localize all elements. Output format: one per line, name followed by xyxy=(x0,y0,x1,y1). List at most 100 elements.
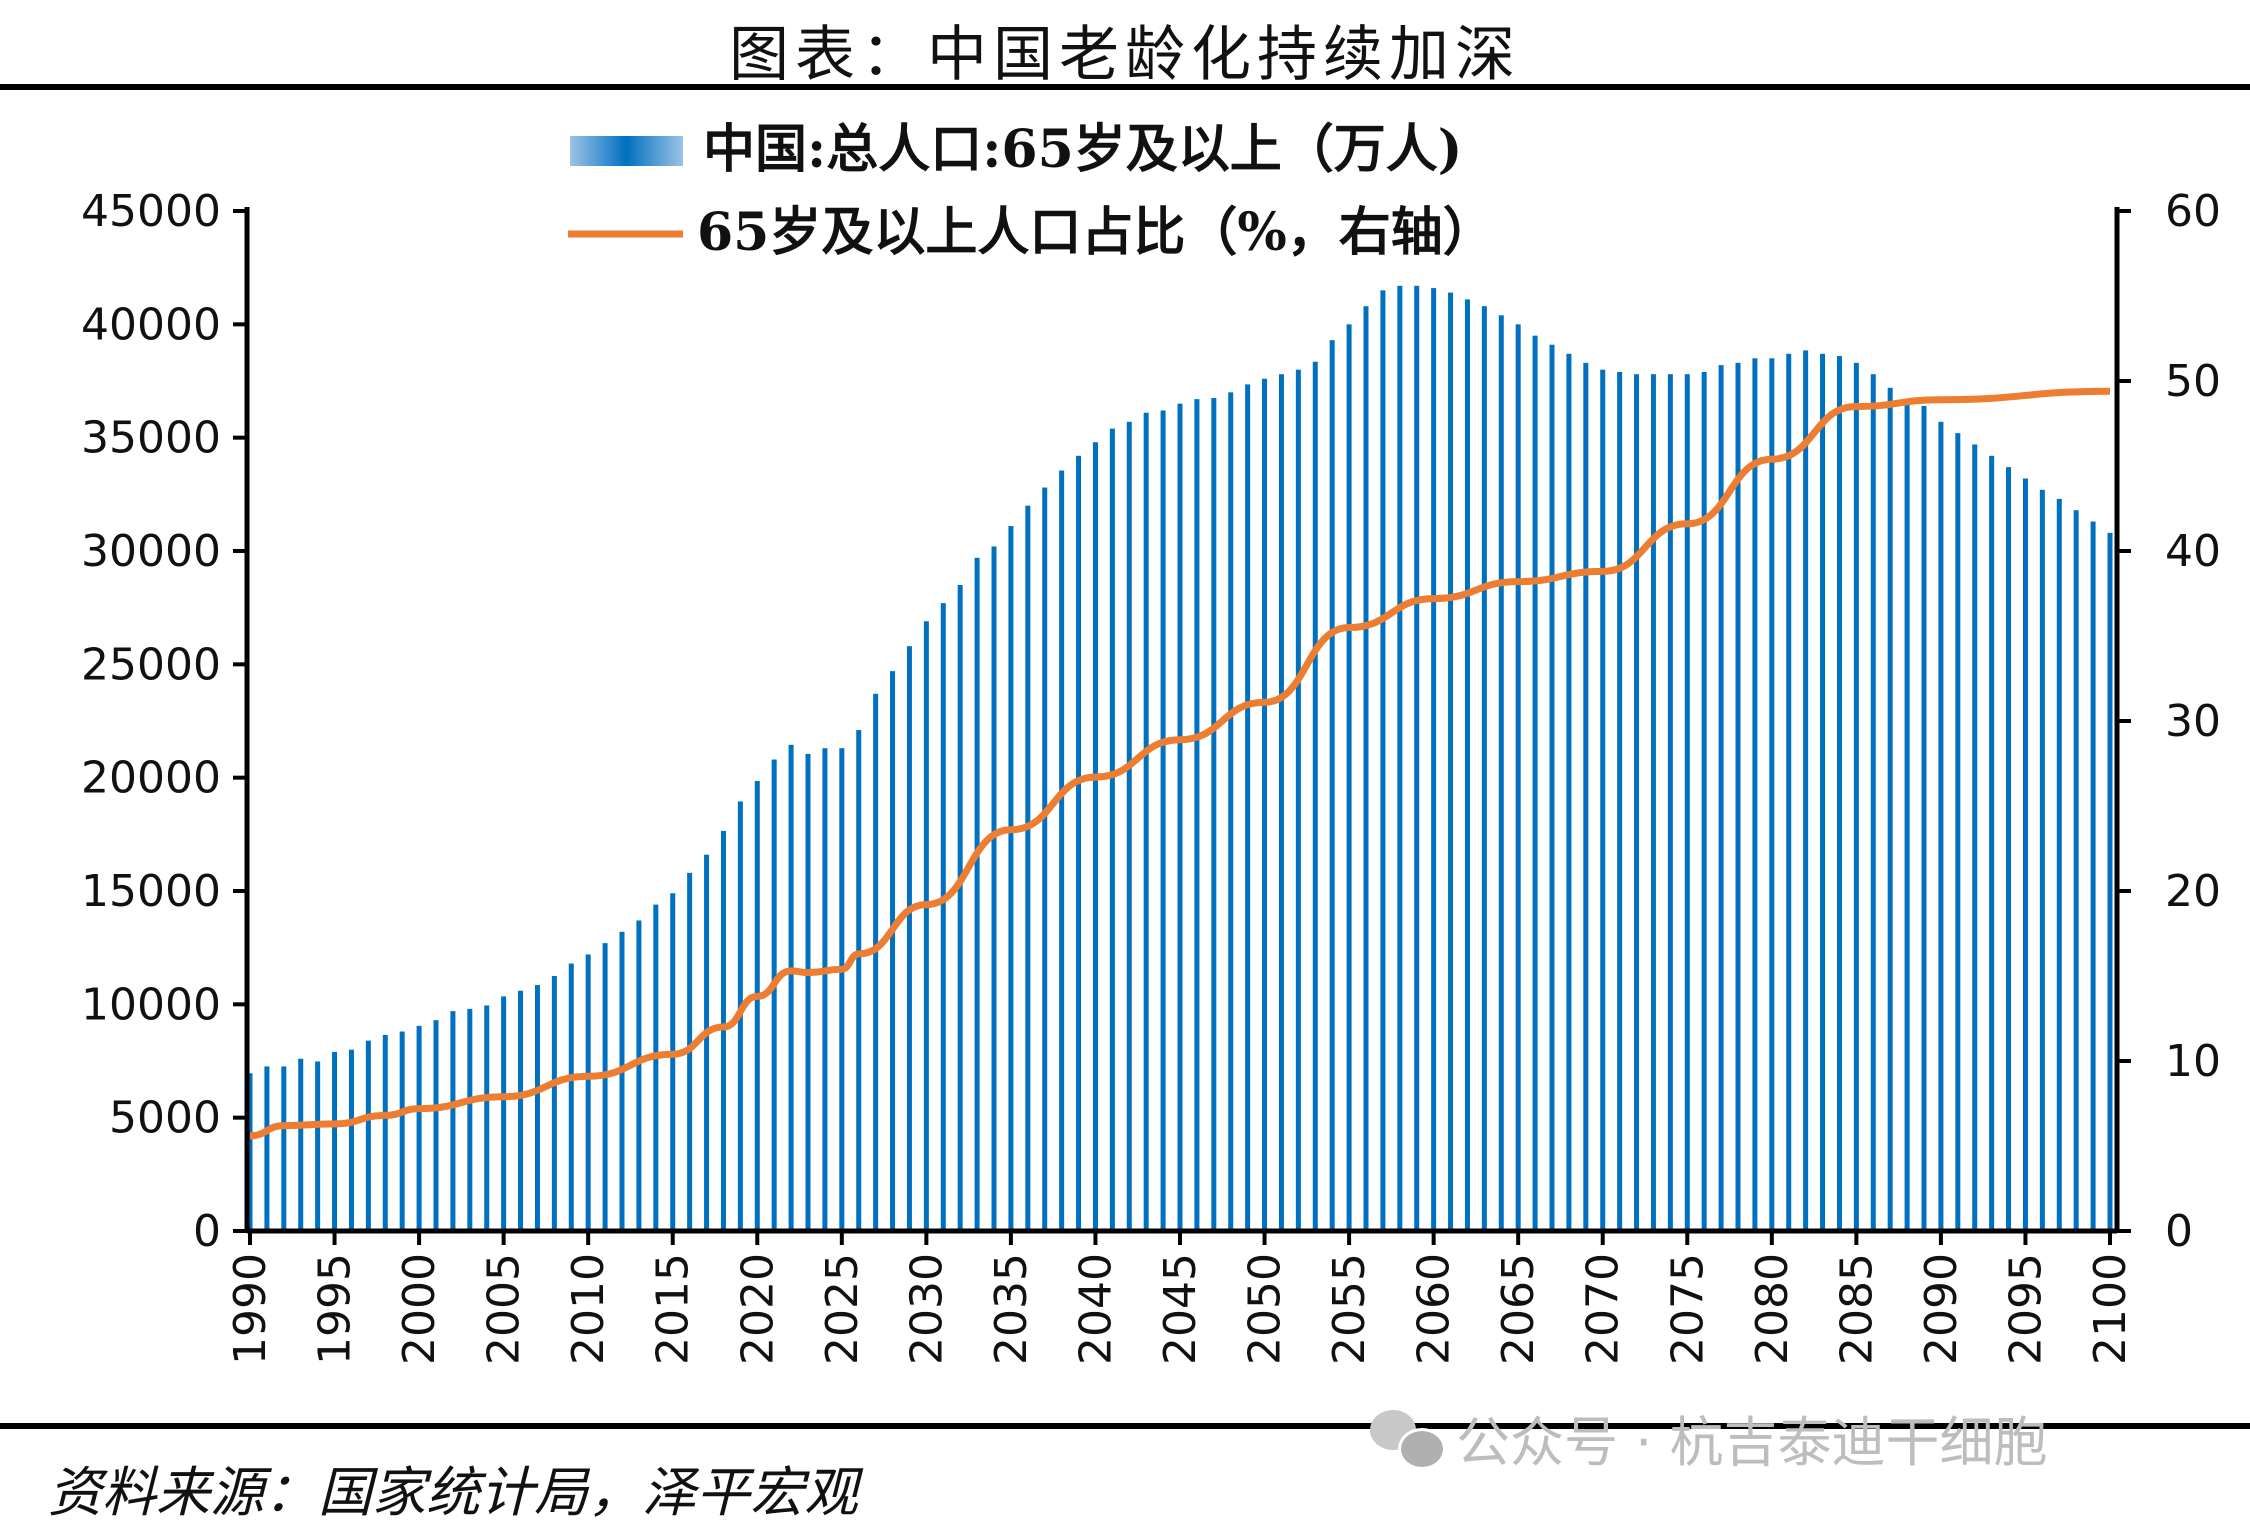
bar-2024 xyxy=(822,748,828,1231)
bar-2082 xyxy=(1803,350,1809,1231)
bar-2041 xyxy=(1109,428,1115,1232)
bar-2029 xyxy=(906,646,912,1231)
x-tick-label: 2030 xyxy=(901,1253,952,1365)
bar-2004 xyxy=(484,1005,490,1231)
bar-2067 xyxy=(1549,344,1555,1231)
bar-1992 xyxy=(281,1066,287,1231)
bar-2013 xyxy=(636,920,642,1231)
bar-2064 xyxy=(1498,315,1504,1231)
bar-2046 xyxy=(1194,399,1200,1232)
x-tick-label: 2025 xyxy=(817,1253,868,1365)
left-tick-label: 0 xyxy=(193,1206,221,1257)
bar-2079 xyxy=(1752,358,1758,1231)
bar-2007 xyxy=(534,985,540,1231)
bar-2054 xyxy=(1329,340,1335,1231)
bottom-rule xyxy=(0,1423,2250,1429)
x-tick-label: 2015 xyxy=(648,1253,699,1365)
bar-1998 xyxy=(382,1034,388,1231)
bar-2084 xyxy=(1836,356,1842,1232)
x-tick-label: 1990 xyxy=(225,1253,276,1365)
x-tick-label: 2020 xyxy=(732,1253,783,1365)
bar-2036 xyxy=(1025,505,1031,1232)
bar-2094 xyxy=(2006,467,2012,1232)
x-tick-label: 2040 xyxy=(1070,1253,1121,1365)
bar-2047 xyxy=(1211,398,1217,1231)
bar-2008 xyxy=(551,976,557,1231)
bar-2063 xyxy=(1481,306,1487,1231)
bar-2021 xyxy=(771,759,777,1231)
bar-2090 xyxy=(1938,421,1944,1231)
chart-title: 图表：中国老龄化持续加深 xyxy=(729,20,1521,90)
bar-2000 xyxy=(416,1025,422,1231)
left-tick-label: 10000 xyxy=(81,979,221,1030)
right-tick-label: 60 xyxy=(2165,186,2221,237)
legend-bar-swatch xyxy=(570,136,683,166)
bar-1995 xyxy=(332,1051,338,1231)
bar-1994 xyxy=(315,1061,321,1231)
bar-series xyxy=(247,285,2113,1232)
bar-2028 xyxy=(890,671,896,1231)
bar-2031 xyxy=(940,603,946,1231)
bar-2005 xyxy=(501,996,507,1231)
bar-2062 xyxy=(1464,299,1470,1231)
bar-2011 xyxy=(602,943,608,1231)
bar-2003 xyxy=(467,1008,473,1231)
bar-2080 xyxy=(1769,358,1775,1231)
bar-2070 xyxy=(1600,369,1606,1232)
x-tick-label: 2095 xyxy=(2000,1253,2051,1365)
bar-2071 xyxy=(1617,371,1623,1231)
x-tick-label: 2000 xyxy=(394,1253,445,1365)
bar-2044 xyxy=(1160,410,1166,1231)
x-tick-label: 2045 xyxy=(1155,1253,1206,1365)
x-tick-label: 2065 xyxy=(1493,1253,1544,1365)
bar-2058 xyxy=(1397,285,1403,1231)
wechat-icon xyxy=(1370,1409,1446,1470)
bar-2068 xyxy=(1566,353,1572,1231)
bar-2072 xyxy=(1634,374,1640,1231)
bar-1993 xyxy=(298,1058,304,1231)
bar-2052 xyxy=(1295,369,1301,1232)
bar-2098 xyxy=(2073,510,2079,1231)
bar-2069 xyxy=(1583,362,1589,1231)
left-tick-label: 25000 xyxy=(81,639,221,690)
left-tick-label: 35000 xyxy=(81,413,221,464)
bar-2010 xyxy=(585,954,591,1231)
bar-2100 xyxy=(2107,532,2113,1231)
bar-2083 xyxy=(1820,353,1826,1231)
x-tick-label: 2005 xyxy=(479,1253,530,1365)
bar-2059 xyxy=(1414,285,1420,1231)
right-tick-label: 20 xyxy=(2165,866,2221,917)
bar-2078 xyxy=(1735,362,1741,1231)
watermark-text: 公众号 · 杭吉泰迪干细胞 xyxy=(1456,1411,2048,1474)
bar-2089 xyxy=(1921,405,1927,1231)
bar-2009 xyxy=(568,963,574,1231)
bar-2088 xyxy=(1904,399,1910,1232)
bar-2042 xyxy=(1126,421,1132,1231)
bar-2049 xyxy=(1245,384,1251,1231)
bar-2023 xyxy=(805,753,811,1231)
bar-2025 xyxy=(839,748,845,1231)
bar-2060 xyxy=(1431,288,1437,1232)
legend-bar-label: 中国:总人口:65岁及以上（万人) xyxy=(703,119,1462,180)
bar-2017 xyxy=(704,854,710,1231)
bar-2026 xyxy=(856,730,862,1231)
bar-2061 xyxy=(1448,292,1454,1232)
bar-2085 xyxy=(1853,362,1859,1231)
left-tick-label: 20000 xyxy=(81,753,221,804)
bar-2048 xyxy=(1228,392,1234,1231)
bar-2040 xyxy=(1092,442,1098,1231)
bar-2051 xyxy=(1278,374,1284,1231)
bar-2018 xyxy=(720,830,726,1231)
x-tick-label: 2055 xyxy=(1324,1253,1375,1365)
x-tick-label: 2060 xyxy=(1409,1253,1460,1365)
bar-1990 xyxy=(247,1073,253,1231)
bar-2030 xyxy=(923,621,929,1231)
legend-line-label: 65岁及以上人口占比（%，右轴） xyxy=(697,202,1495,263)
bar-2091 xyxy=(1955,433,1961,1232)
bar-2002 xyxy=(450,1011,456,1231)
bar-2096 xyxy=(2039,489,2045,1231)
bar-2093 xyxy=(1989,455,1995,1231)
left-tick-label: 30000 xyxy=(81,526,221,577)
source-note: 资料来源：国家统计局，泽平宏观 xyxy=(48,1461,858,1524)
bar-1997 xyxy=(365,1040,371,1231)
